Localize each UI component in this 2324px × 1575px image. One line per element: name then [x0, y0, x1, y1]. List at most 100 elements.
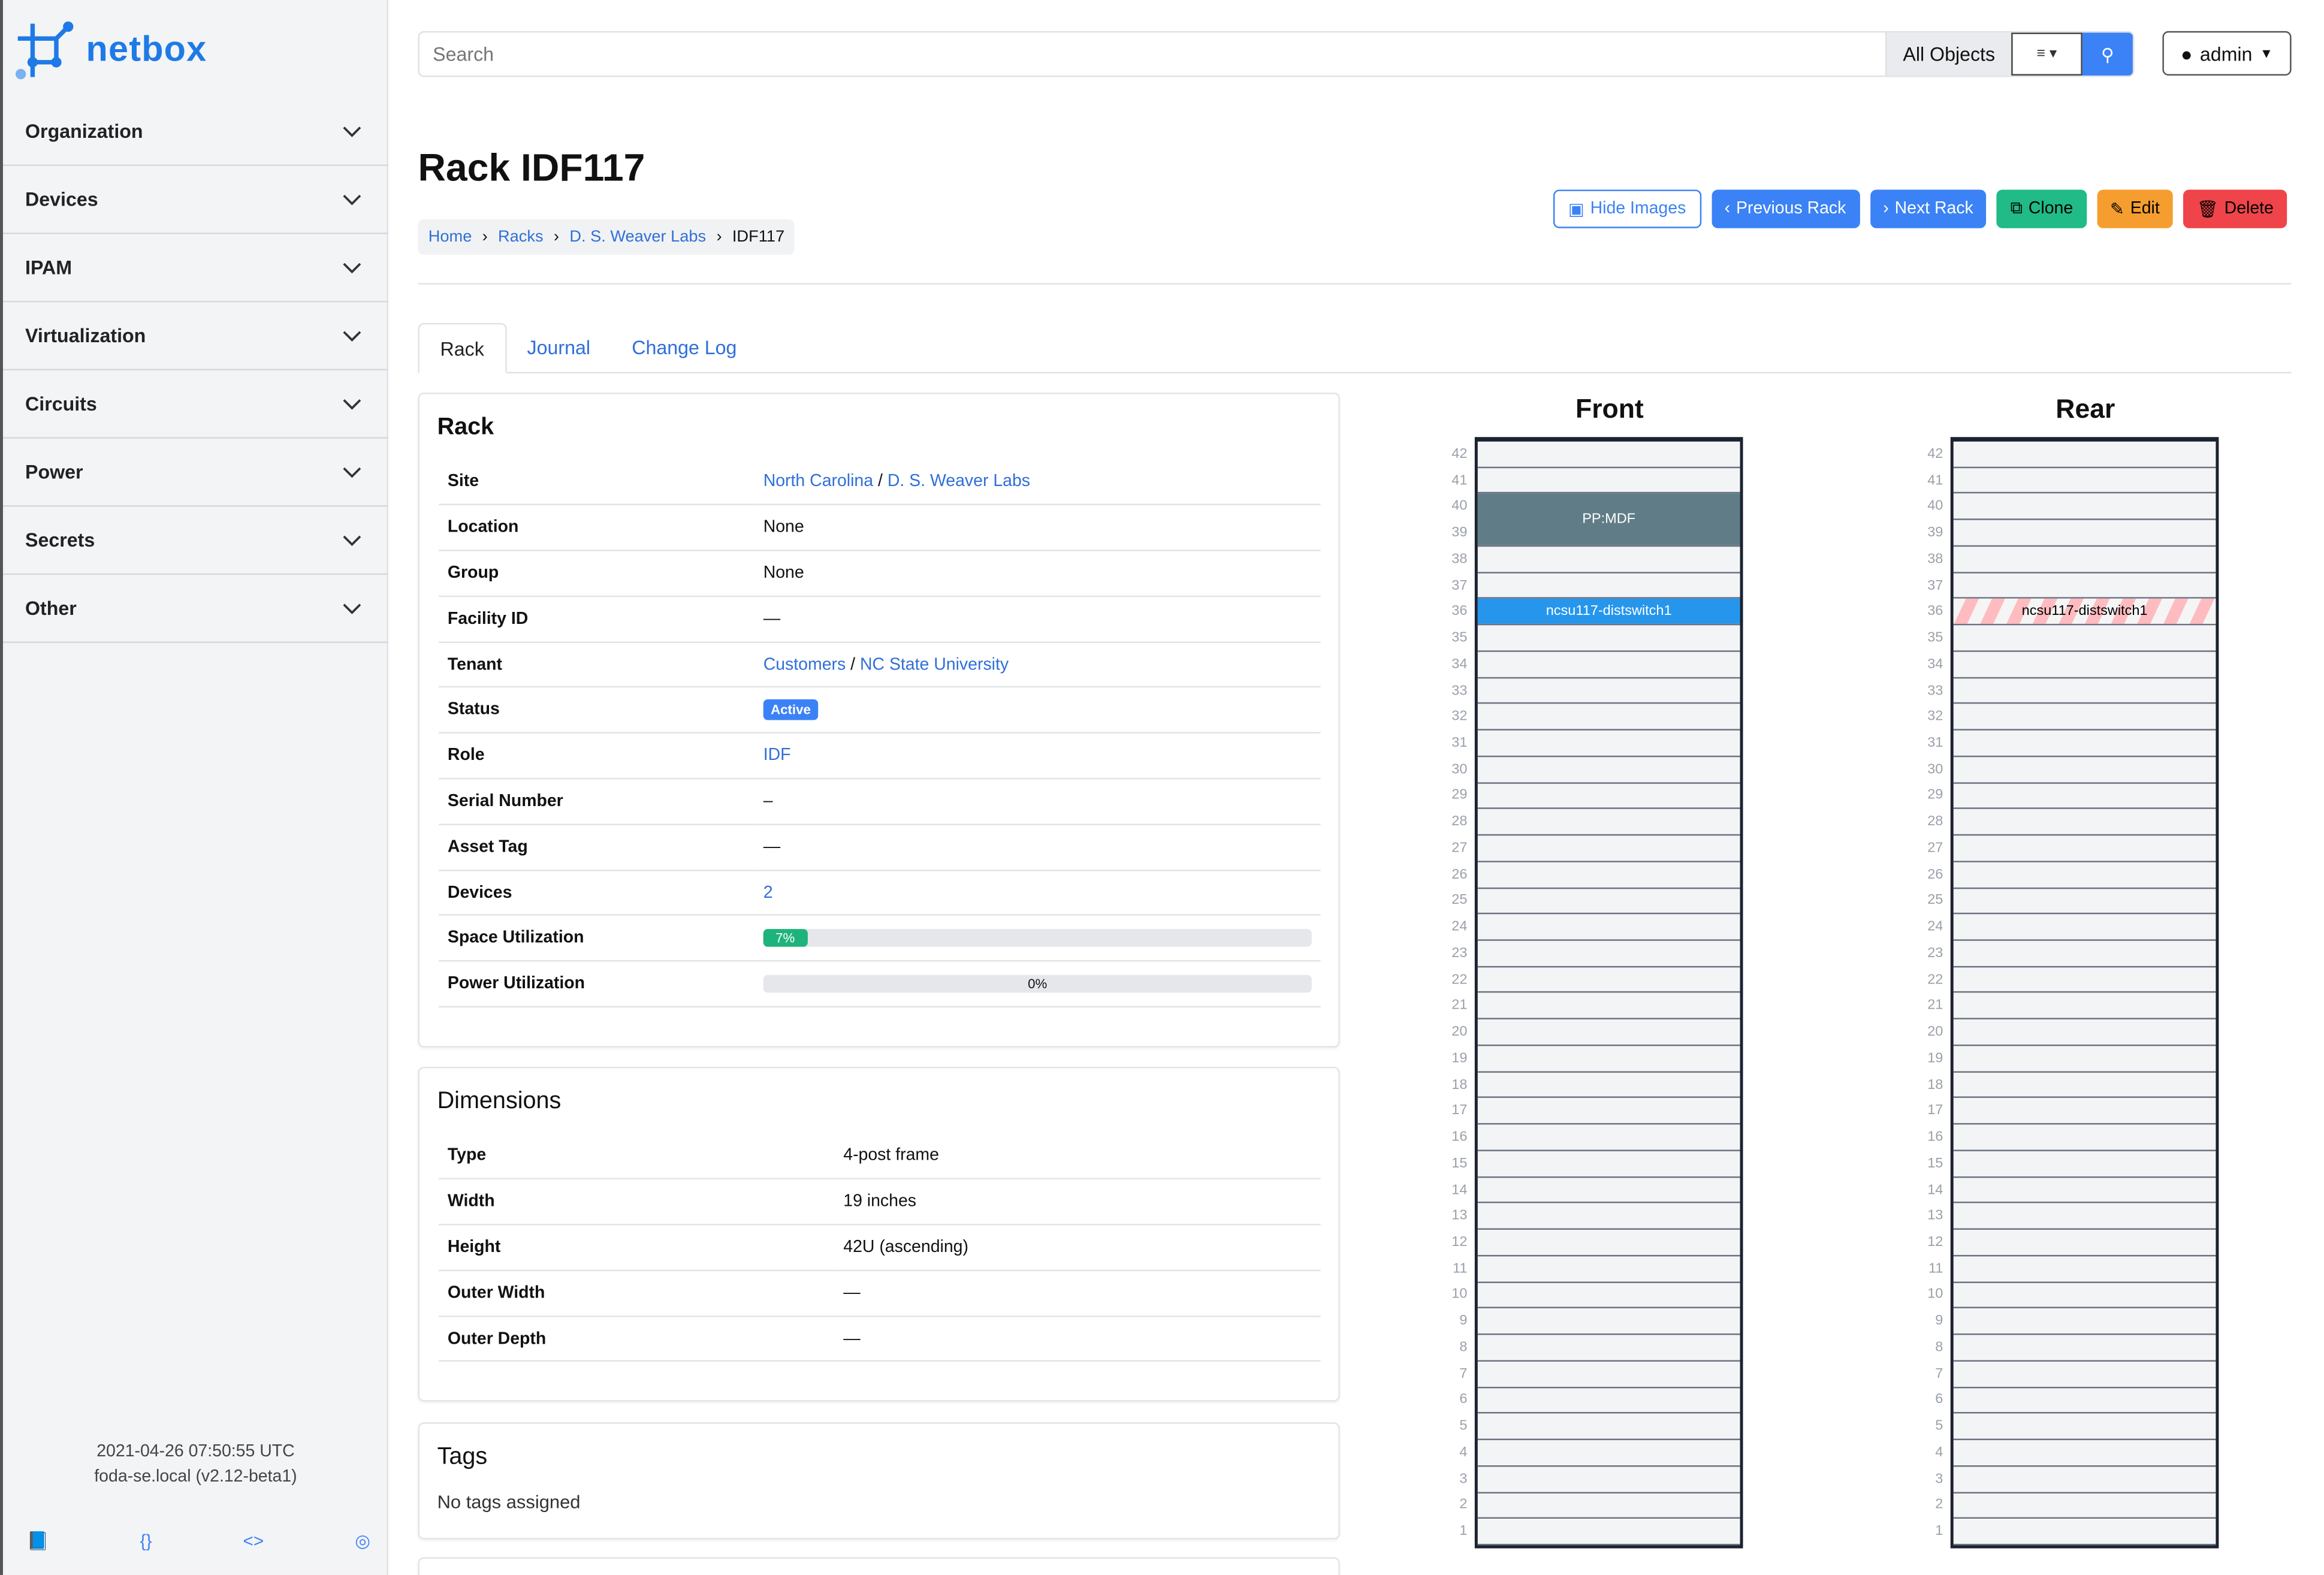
rack-unit-slot[interactable] [1477, 757, 1740, 783]
rack-unit-slot[interactable] [1477, 731, 1740, 757]
rack-unit-slot[interactable] [1953, 757, 2216, 783]
rack-unit-slot[interactable] [1953, 1072, 2216, 1099]
rack-unit-slot[interactable] [1477, 1309, 1740, 1335]
rack-unit-slot[interactable] [1953, 967, 2216, 994]
rack-unit-slot[interactable] [1477, 1467, 1740, 1493]
next-rack-button[interactable]: › Next Rack [1869, 189, 1987, 228]
rack-unit-slot[interactable] [1953, 547, 2216, 573]
rack-unit-slot[interactable] [1477, 678, 1740, 705]
rack-unit-slot[interactable] [1477, 520, 1740, 547]
object-scope-select[interactable]: All Objects [1885, 32, 2012, 76]
rack-unit-slot[interactable] [1477, 862, 1740, 889]
breadcrumb-home[interactable]: Home [428, 228, 472, 246]
tab-change-log[interactable]: Change Log [632, 336, 737, 359]
rack-unit-slot[interactable] [1477, 1178, 1740, 1204]
rack-unit-slot[interactable] [1953, 1467, 2216, 1493]
rack-device[interactable]: PP:MDF [1477, 494, 1740, 545]
breadcrumb-racks[interactable]: Racks [498, 228, 544, 246]
rack-unit-slot[interactable] [1477, 547, 1740, 573]
sidebar-item-ipam[interactable]: IPAM [2, 234, 388, 303]
value-link[interactable]: North Carolina [763, 472, 874, 491]
rack-unit-slot[interactable] [1477, 1493, 1740, 1519]
rack-unit-slot[interactable] [1953, 1493, 2216, 1519]
rack-unit-slot[interactable] [1953, 626, 2216, 652]
rack-device[interactable]: ncsu117-distswitch1 [1953, 599, 2216, 624]
rack-unit-slot[interactable] [1477, 1203, 1740, 1230]
rack-unit-slot[interactable] [1477, 915, 1740, 941]
rack-unit-slot[interactable] [1953, 1387, 2216, 1414]
value-link[interactable]: Customers [763, 656, 846, 674]
rack-unit-slot[interactable] [1953, 1414, 2216, 1441]
rack-unit-slot[interactable] [1953, 468, 2216, 494]
rack-unit-slot[interactable] [1477, 888, 1740, 915]
rack-unit-slot[interactable] [1477, 1414, 1740, 1441]
rack-unit-slot[interactable] [1477, 967, 1740, 994]
rack-unit-slot[interactable] [1953, 494, 2216, 521]
rack-unit-slot[interactable] [1953, 731, 2216, 757]
netbox-logo[interactable]: netbox [15, 21, 207, 80]
breadcrumb-site[interactable]: D. S. Weaver Labs [569, 228, 707, 246]
rack-unit-slot[interactable] [1953, 1203, 2216, 1230]
sidebar-item-organization[interactable]: Organization [2, 98, 388, 166]
sidebar-item-devices[interactable]: Devices [2, 166, 388, 234]
rack-unit-slot[interactable] [1477, 1335, 1740, 1362]
braces-icon[interactable]: {} [140, 1530, 152, 1552]
rack-unit-slot[interactable] [1477, 1387, 1740, 1414]
sidebar-item-circuits[interactable]: Circuits [2, 370, 388, 439]
rack-unit-slot[interactable] [1477, 573, 1740, 599]
rack-unit-slot[interactable] [1953, 1283, 2216, 1309]
rack-unit-slot[interactable] [1953, 1519, 2216, 1546]
rack-unit-slot[interactable] [1953, 1151, 2216, 1178]
rack-unit-slot[interactable] [1477, 599, 1740, 626]
sidebar-item-power[interactable]: Power [2, 439, 388, 507]
rack-unit-slot[interactable] [1953, 1309, 2216, 1335]
sidebar-item-other[interactable]: Other [2, 575, 388, 643]
delete-button[interactable]: 🗑 Delete [2183, 189, 2287, 228]
rack-unit-slot[interactable] [1953, 1125, 2216, 1151]
rack-unit-slot[interactable] [1953, 1099, 2216, 1125]
rack-unit-slot[interactable] [1953, 1178, 2216, 1204]
rack-unit-slot[interactable] [1953, 941, 2216, 967]
filter-dropdown-button[interactable]: ≡ ▾ [2011, 32, 2082, 76]
previous-rack-button[interactable]: ‹ Previous Rack [1711, 189, 1860, 228]
tab-journal[interactable]: Journal [527, 336, 590, 359]
rack-unit-slot[interactable] [1953, 783, 2216, 810]
rack-unit-slot[interactable] [1477, 1519, 1740, 1546]
rack-unit-slot[interactable] [1953, 810, 2216, 836]
rack-unit-slot[interactable] [1477, 1099, 1740, 1125]
rack-unit-slot[interactable] [1477, 1151, 1740, 1178]
rack-unit-slot[interactable] [1477, 626, 1740, 652]
rack-unit-slot[interactable] [1953, 520, 2216, 547]
search-button[interactable]: ⚲ [2082, 32, 2133, 76]
user-menu-button[interactable]: ● admin ▼ [2162, 31, 2292, 76]
rack-unit-slot[interactable] [1953, 442, 2216, 468]
rack-unit-slot[interactable] [1477, 1440, 1740, 1467]
rack-unit-slot[interactable] [1477, 941, 1740, 967]
rack-unit-slot[interactable] [1477, 468, 1740, 494]
rack-unit-slot[interactable] [1477, 704, 1740, 731]
rack-device[interactable]: ncsu117-distswitch1 [1477, 599, 1740, 624]
rack-unit-slot[interactable] [1953, 1335, 2216, 1362]
tab-rack[interactable]: Rack [418, 322, 506, 373]
rack-unit-slot[interactable] [1953, 1046, 2216, 1073]
rack-unit-slot[interactable] [1477, 442, 1740, 468]
clone-button[interactable]: ⧉ Clone [1997, 189, 2087, 228]
rack-unit-slot[interactable] [1953, 1362, 2216, 1388]
rack-unit-slot[interactable] [1953, 573, 2216, 599]
rack-unit-slot[interactable] [1953, 888, 2216, 915]
rack-unit-slot[interactable] [1953, 704, 2216, 731]
rack-unit-slot[interactable] [1477, 810, 1740, 836]
rack-unit-slot[interactable] [1477, 1072, 1740, 1099]
rack-unit-slot[interactable] [1953, 1019, 2216, 1046]
rack-unit-slot[interactable] [1477, 994, 1740, 1020]
rack-unit-slot[interactable] [1953, 915, 2216, 941]
rack-unit-slot[interactable] [1477, 651, 1740, 678]
value-link[interactable]: NC State University [859, 656, 1009, 674]
rack-unit-slot[interactable] [1477, 1283, 1740, 1309]
code-icon[interactable]: <> [243, 1530, 264, 1552]
book-icon[interactable]: 📘 [26, 1530, 49, 1552]
rack-unit-slot[interactable] [1477, 1362, 1740, 1388]
rack-unit-slot[interactable] [1477, 1019, 1740, 1046]
value-link[interactable]: 2 [763, 883, 773, 902]
rack-unit-slot[interactable] [1953, 862, 2216, 889]
